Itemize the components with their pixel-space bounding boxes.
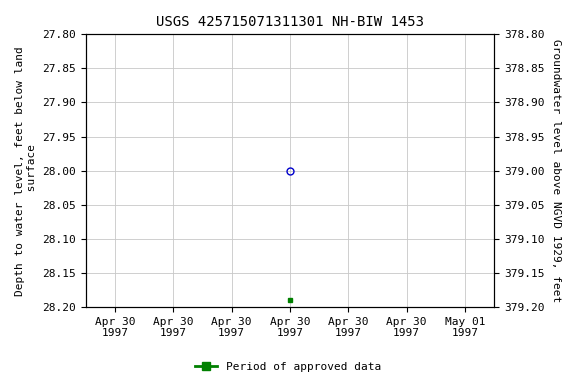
Y-axis label: Depth to water level, feet below land
 surface: Depth to water level, feet below land su… <box>15 46 37 296</box>
Legend: Period of approved data: Period of approved data <box>191 358 385 377</box>
Title: USGS 425715071311301 NH-BIW 1453: USGS 425715071311301 NH-BIW 1453 <box>156 15 424 29</box>
Y-axis label: Groundwater level above NGVD 1929, feet: Groundwater level above NGVD 1929, feet <box>551 39 561 302</box>
